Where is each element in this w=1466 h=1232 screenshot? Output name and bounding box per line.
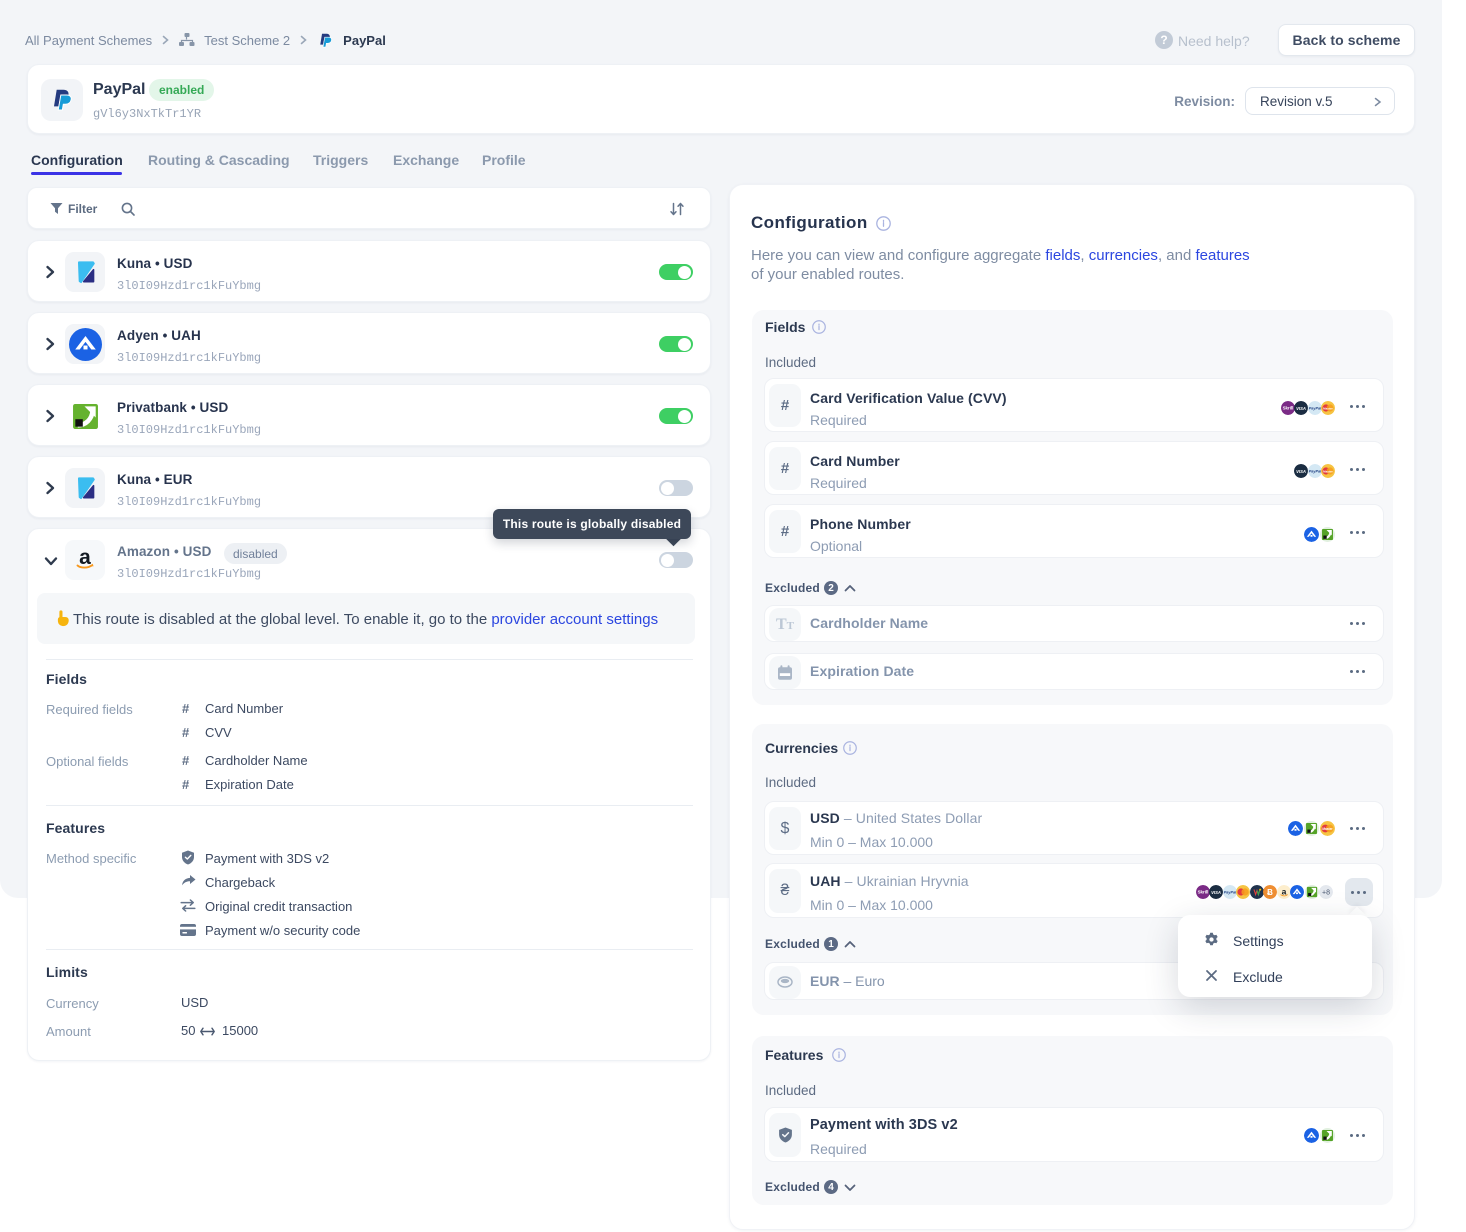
svg-text:Skrill: Skrill xyxy=(1282,406,1293,411)
svg-text:a: a xyxy=(79,546,91,569)
svg-text:Master: Master xyxy=(1322,827,1333,831)
svg-text:+8: +8 xyxy=(1322,889,1330,896)
svg-text:PayPal: PayPal xyxy=(1223,891,1236,895)
svg-text:VISA: VISA xyxy=(1211,890,1221,895)
svg-text:Ƀ: Ƀ xyxy=(1267,888,1273,897)
svg-text:PayPal: PayPal xyxy=(1308,470,1321,474)
svg-text:PayPal: PayPal xyxy=(1308,407,1321,411)
svg-text:a: a xyxy=(1281,887,1286,897)
svg-text:Skrill: Skrill xyxy=(1197,890,1208,895)
svg-text:Master: Master xyxy=(1323,469,1334,473)
svg-text:VISA: VISA xyxy=(1296,469,1306,474)
svg-text:VISA: VISA xyxy=(1296,406,1306,411)
svg-text:Master: Master xyxy=(1323,406,1334,410)
